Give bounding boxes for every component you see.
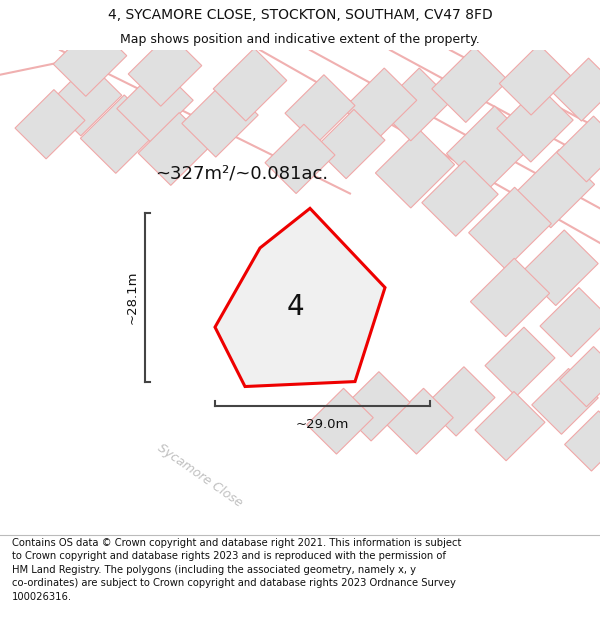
Polygon shape <box>387 388 453 454</box>
Polygon shape <box>540 288 600 357</box>
Polygon shape <box>215 208 385 386</box>
Polygon shape <box>515 149 595 228</box>
Text: Map shows position and indicative extent of the property.: Map shows position and indicative extent… <box>120 32 480 46</box>
Polygon shape <box>446 106 533 192</box>
Polygon shape <box>565 411 600 471</box>
Polygon shape <box>485 327 555 396</box>
Polygon shape <box>378 68 452 141</box>
Polygon shape <box>307 388 373 454</box>
Polygon shape <box>265 124 335 194</box>
Polygon shape <box>117 67 193 142</box>
Polygon shape <box>469 188 551 269</box>
Polygon shape <box>522 230 598 306</box>
Text: 4: 4 <box>286 292 304 321</box>
Polygon shape <box>15 89 85 159</box>
Polygon shape <box>497 86 573 162</box>
Polygon shape <box>343 68 417 141</box>
Polygon shape <box>315 109 385 179</box>
Polygon shape <box>53 24 127 96</box>
Text: ~327m²/~0.081ac.: ~327m²/~0.081ac. <box>155 165 328 182</box>
Polygon shape <box>138 112 212 186</box>
Polygon shape <box>470 258 550 337</box>
Polygon shape <box>422 161 498 236</box>
Polygon shape <box>560 346 600 407</box>
Polygon shape <box>213 48 287 121</box>
Polygon shape <box>499 44 571 115</box>
Text: Contains OS data © Crown copyright and database right 2021. This information is : Contains OS data © Crown copyright and d… <box>12 538 461 602</box>
Polygon shape <box>80 95 160 173</box>
Text: 4, SYCAMORE CLOSE, STOCKTON, SOUTHAM, CV47 8FD: 4, SYCAMORE CLOSE, STOCKTON, SOUTHAM, CV… <box>107 8 493 22</box>
Text: ~29.0m: ~29.0m <box>296 418 349 431</box>
Polygon shape <box>557 116 600 182</box>
Polygon shape <box>48 63 122 136</box>
Polygon shape <box>425 367 495 436</box>
Polygon shape <box>182 81 258 157</box>
Polygon shape <box>340 372 410 441</box>
Polygon shape <box>376 129 455 208</box>
Polygon shape <box>532 369 598 434</box>
Polygon shape <box>475 391 545 461</box>
Polygon shape <box>285 75 355 144</box>
Polygon shape <box>553 58 600 121</box>
Text: ~28.1m: ~28.1m <box>126 271 139 324</box>
Polygon shape <box>432 47 508 122</box>
Text: Sycamore Close: Sycamore Close <box>155 441 245 510</box>
Polygon shape <box>128 33 202 106</box>
